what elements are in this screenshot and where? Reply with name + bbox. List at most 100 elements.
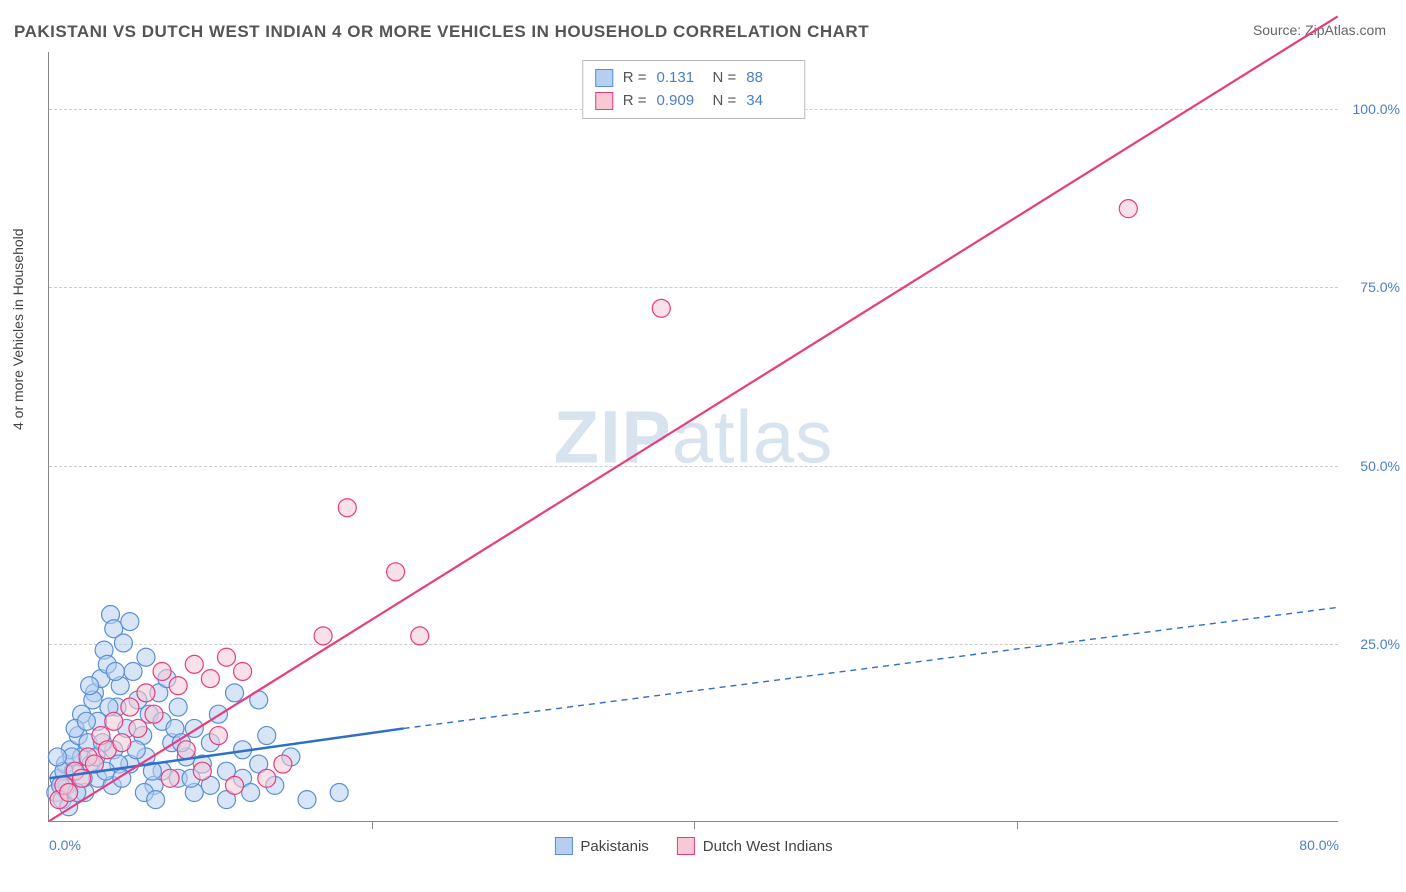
stat-r-label: R = — [623, 90, 647, 113]
data-point-pakistanis — [113, 769, 131, 787]
trend-line-dutch — [49, 16, 1337, 821]
data-point-dutch — [338, 499, 356, 517]
data-point-dutch — [105, 712, 123, 730]
data-point-pakistanis — [234, 741, 252, 759]
data-point-pakistanis — [103, 776, 121, 794]
plot-area: ZIPatlas 25.0%50.0%75.0%100.0% 0.0%80.0%… — [48, 52, 1338, 822]
data-point-dutch — [145, 705, 163, 723]
data-point-dutch — [79, 748, 97, 766]
data-point-pakistanis — [81, 677, 99, 695]
data-point-pakistanis — [52, 776, 70, 794]
data-point-dutch — [73, 769, 91, 787]
data-point-pakistanis — [77, 712, 95, 730]
data-point-pakistanis — [105, 741, 123, 759]
legend-label: Pakistanis — [580, 838, 648, 855]
data-point-dutch — [121, 698, 139, 716]
stat-r-label: R = — [623, 67, 647, 90]
y-axis-label: 4 or more Vehicles in Household — [10, 228, 26, 430]
data-point-pakistanis — [89, 769, 107, 787]
data-point-pakistanis — [169, 698, 187, 716]
source-credit: Source: ZipAtlas.com — [1253, 22, 1386, 38]
data-point-pakistanis — [153, 712, 171, 730]
legend-item-dutch: Dutch West Indians — [677, 837, 833, 855]
data-point-pakistanis — [100, 698, 118, 716]
xtick-label: 80.0% — [1299, 837, 1339, 853]
swatch-dutch — [595, 92, 613, 110]
ytick-label: 75.0% — [1360, 279, 1400, 295]
data-point-pakistanis — [87, 748, 105, 766]
data-point-pakistanis — [74, 769, 92, 787]
data-point-pakistanis — [108, 698, 126, 716]
chart-title: PAKISTANI VS DUTCH WEST INDIAN 4 OR MORE… — [14, 22, 869, 42]
data-point-pakistanis — [106, 662, 124, 680]
data-point-pakistanis — [102, 606, 120, 624]
data-point-pakistanis — [50, 769, 68, 787]
data-point-pakistanis — [182, 769, 200, 787]
ytick-label: 25.0% — [1360, 636, 1400, 652]
data-point-pakistanis — [55, 762, 73, 780]
data-point-pakistanis — [53, 791, 71, 809]
data-point-pakistanis — [242, 784, 260, 802]
data-point-pakistanis — [97, 762, 115, 780]
data-point-pakistanis — [217, 791, 235, 809]
data-point-pakistanis — [76, 784, 94, 802]
data-point-dutch — [92, 727, 110, 745]
gridline — [49, 644, 1338, 645]
data-point-dutch — [209, 727, 227, 745]
data-point-pakistanis — [298, 791, 316, 809]
data-point-pakistanis — [258, 727, 276, 745]
stat-r-value: 0.909 — [657, 90, 703, 113]
data-point-pakistanis — [150, 684, 168, 702]
trend-lines — [49, 52, 1338, 821]
legend-swatch-dutch — [677, 837, 695, 855]
legend-bottom: Pakistanis Dutch West Indians — [554, 837, 832, 855]
data-point-pakistanis — [129, 691, 147, 709]
stats-legend-box: R = 0.131 N = 88 R = 0.909 N = 34 — [582, 60, 806, 119]
data-point-dutch — [652, 299, 670, 317]
data-point-dutch — [274, 755, 292, 773]
data-point-dutch — [1119, 200, 1137, 218]
data-point-pakistanis — [89, 712, 107, 730]
data-point-pakistanis — [118, 719, 136, 737]
data-point-pakistanis — [250, 691, 268, 709]
data-point-pakistanis — [68, 784, 86, 802]
data-point-dutch — [387, 563, 405, 581]
data-point-pakistanis — [137, 748, 155, 766]
ytick-label: 100.0% — [1353, 101, 1400, 117]
data-point-pakistanis — [137, 648, 155, 666]
stat-n-value: 34 — [746, 90, 792, 113]
data-point-dutch — [98, 741, 116, 759]
data-point-pakistanis — [201, 734, 219, 752]
data-point-pakistanis — [209, 705, 227, 723]
data-point-dutch — [113, 734, 131, 752]
data-point-pakistanis — [111, 677, 129, 695]
legend-swatch-pakistanis — [554, 837, 572, 855]
legend-label: Dutch West Indians — [703, 838, 833, 855]
data-point-dutch — [60, 784, 78, 802]
xtick — [1017, 821, 1018, 829]
data-point-pakistanis — [143, 762, 161, 780]
data-point-pakistanis — [79, 734, 97, 752]
data-point-pakistanis — [169, 769, 187, 787]
data-point-pakistanis — [60, 798, 78, 816]
data-point-dutch — [193, 762, 211, 780]
data-point-dutch — [161, 769, 179, 787]
stat-n-value: 88 — [746, 67, 792, 90]
data-point-pakistanis — [73, 705, 91, 723]
swatch-pakistanis — [595, 69, 613, 87]
data-point-pakistanis — [73, 748, 91, 766]
stat-n-label: N = — [713, 67, 737, 90]
data-point-pakistanis — [121, 613, 139, 631]
data-point-pakistanis — [135, 784, 153, 802]
data-point-pakistanis — [65, 762, 83, 780]
data-point-dutch — [234, 662, 252, 680]
data-point-pakistanis — [110, 755, 128, 773]
data-point-pakistanis — [48, 748, 66, 766]
trend-line-dashed-pakistanis — [404, 607, 1338, 728]
data-point-pakistanis — [121, 755, 139, 773]
data-point-pakistanis — [47, 784, 65, 802]
data-point-pakistanis — [69, 727, 87, 745]
data-point-pakistanis — [56, 755, 74, 773]
data-point-pakistanis — [193, 755, 211, 773]
stat-r-value: 0.131 — [657, 67, 703, 90]
